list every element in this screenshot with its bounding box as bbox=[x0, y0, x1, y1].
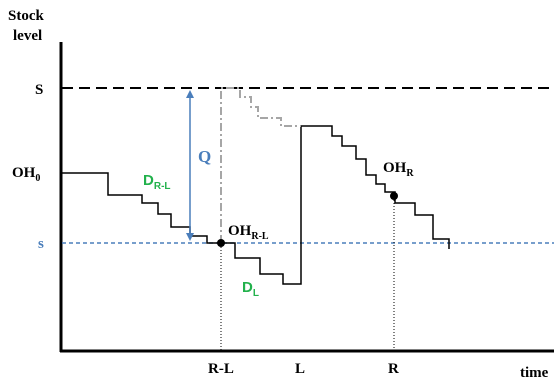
x-axis-label: time bbox=[520, 365, 549, 381]
OH-RL-point bbox=[217, 239, 225, 247]
OH-R-point bbox=[390, 192, 398, 200]
R-time-label: R bbox=[388, 361, 399, 377]
OH-RL-label: OHR-L bbox=[228, 223, 269, 242]
S-level-label: S bbox=[35, 82, 43, 98]
OH-R-label: OHR bbox=[383, 160, 414, 179]
R-L-time-label: R-L bbox=[208, 361, 234, 377]
Q-label: Q bbox=[198, 147, 211, 166]
D-L-label: DL bbox=[242, 279, 259, 299]
OH0-label: OH0 bbox=[12, 165, 40, 184]
D-RL-label: DR-L bbox=[143, 172, 171, 192]
s-level-label: s bbox=[38, 236, 44, 252]
y-axis-label-line2: level bbox=[13, 28, 42, 44]
y-axis-label-line1: Stock bbox=[8, 8, 44, 24]
L-time-label: L bbox=[295, 361, 305, 377]
projected-stock-path bbox=[220, 87, 301, 243]
stock-level-path bbox=[62, 125, 450, 285]
